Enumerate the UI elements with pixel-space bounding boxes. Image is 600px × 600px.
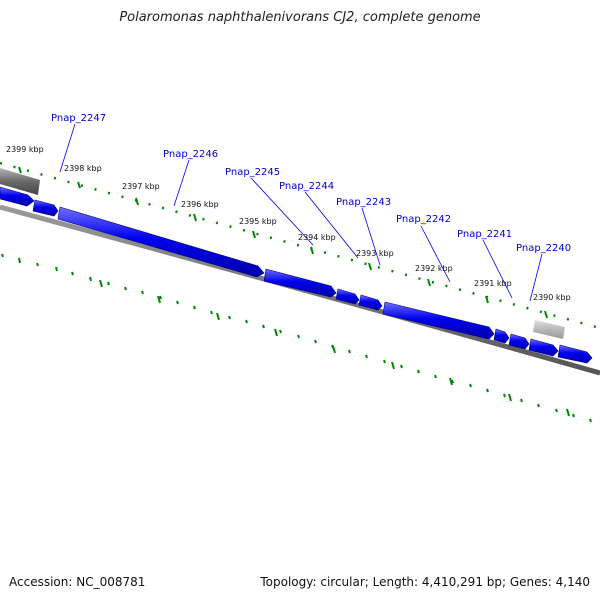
- gene-label-pnap-2245[interactable]: Pnap_2245: [225, 167, 280, 178]
- gene-label-pnap-2246[interactable]: Pnap_2246: [163, 149, 218, 160]
- gene-label-pnap-2241[interactable]: Pnap_2241: [457, 229, 512, 240]
- gene-arrow[interactable]: [382, 301, 495, 340]
- inner-tick-ring: [1, 253, 592, 423]
- gene-arrow[interactable]: [32, 199, 59, 217]
- tick-label-2394: 2394 kbp: [298, 233, 336, 242]
- tick-label-2392: 2392 kbp: [415, 264, 453, 273]
- tick-label-2397: 2397 kbp: [122, 182, 160, 191]
- tick-label-2399: 2399 kbp: [6, 145, 44, 154]
- gene-arrow[interactable]: [263, 268, 337, 298]
- gene-arrow[interactable]: [557, 344, 593, 364]
- gene-labels: Pnap_2247 Pnap_2246 Pnap_2245 Pnap_2244 …: [51, 113, 571, 254]
- gene-label-pnap-2244[interactable]: Pnap_2244: [279, 181, 334, 192]
- tick-label-2398: 2398 kbp: [64, 164, 102, 173]
- gene-arrow[interactable]: [57, 206, 265, 278]
- tick-label-2396: 2396 kbp: [181, 200, 219, 209]
- gene-track: [0, 186, 593, 364]
- tick-label-2393: 2393 kbp: [356, 249, 394, 258]
- gene-arrow[interactable]: [335, 288, 360, 305]
- gene-arrow[interactable]: [528, 338, 559, 357]
- rna-feature-light: [533, 320, 565, 339]
- inner-major-ticks: [99, 279, 570, 417]
- gene-arrow[interactable]: [493, 328, 510, 344]
- tick-labels: 2399 kbp 2398 kbp 2397 kbp 2396 kbp 2395…: [6, 145, 571, 302]
- gene-label-pnap-2240[interactable]: Pnap_2240: [516, 243, 571, 254]
- gene-label-pnap-2242[interactable]: Pnap_2242: [396, 214, 451, 225]
- tick-label-2395: 2395 kbp: [239, 217, 277, 226]
- outer-major-ticks: [18, 166, 548, 319]
- accession-text: Accession: NC_008781: [9, 575, 146, 589]
- gene-label-pnap-2243[interactable]: Pnap_2243: [336, 197, 391, 208]
- rna-feature-dark: [0, 168, 40, 195]
- tick-label-2390: 2390 kbp: [533, 293, 571, 302]
- genome-summary-text: Topology: circular; Length: 4,410,291 bp…: [260, 575, 590, 589]
- gene-leader-lines: [59, 123, 543, 302]
- gene-arrow[interactable]: [0, 186, 35, 207]
- gene-label-pnap-2247[interactable]: Pnap_2247: [51, 113, 106, 124]
- tick-label-2391: 2391 kbp: [474, 279, 512, 288]
- map-title: Polaromonas naphthalenivorans CJ2, compl…: [119, 10, 481, 25]
- gene-arrow[interactable]: [508, 333, 530, 350]
- gene-arrow[interactable]: [358, 294, 383, 311]
